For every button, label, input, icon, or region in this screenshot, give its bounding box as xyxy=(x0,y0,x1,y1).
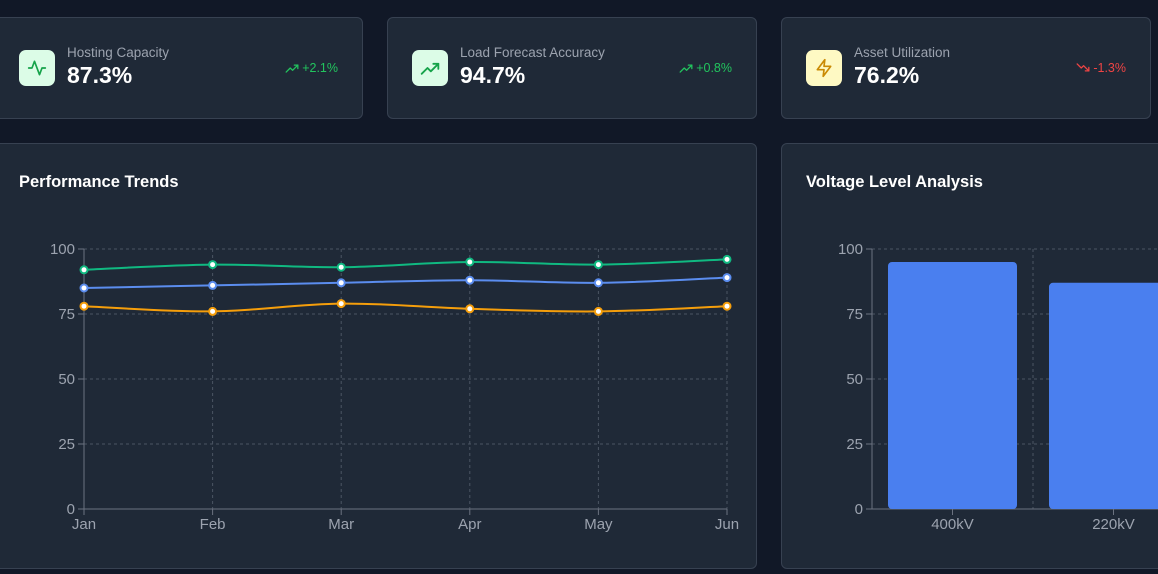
data-point-series-blue xyxy=(79,283,89,293)
trending-up-icon xyxy=(420,62,440,75)
panel-title: Performance Trends xyxy=(19,173,179,191)
data-point-series-orange xyxy=(593,306,603,316)
kpi-icon-box xyxy=(19,50,55,86)
kpi-value: 94.7% xyxy=(460,62,526,88)
y-tick-label: 0 xyxy=(67,501,75,518)
kpi-card-hosting-capacity: Hosting Capacity 87.3% +2.1% xyxy=(0,17,363,119)
kpi-icon-box xyxy=(806,50,842,86)
series-line-series-green xyxy=(83,258,728,271)
x-tick-label: Jan xyxy=(72,516,96,533)
bar-400kV xyxy=(888,262,1017,509)
data-point-series-blue xyxy=(593,278,603,288)
x-tick-label: Feb xyxy=(200,516,226,533)
kpi-change: -1.3% xyxy=(1076,61,1126,75)
bar-220kV xyxy=(1049,282,1158,509)
data-point-series-green xyxy=(593,260,603,270)
x-tick-label: Jun xyxy=(715,516,739,533)
kpi-icon-box xyxy=(412,50,448,86)
x-tick-label: 220kV xyxy=(1092,516,1135,533)
performance-line-chart: 0 25 50 75 100 Jan Feb Mar Apr May Jun xyxy=(50,241,739,533)
y-tick-label: 100 xyxy=(838,241,863,258)
series-line-series-blue xyxy=(83,276,728,289)
panel-title: Voltage Level Analysis xyxy=(806,173,983,191)
data-point-series-green xyxy=(722,254,732,264)
performance-trends-panel: Performance Trends 0 25 50 75 100 Jan Feb Mar Ap… xyxy=(0,143,757,569)
data-point-series-green xyxy=(208,260,218,270)
y-tick-label: 25 xyxy=(58,436,75,453)
data-point-series-green xyxy=(465,257,475,267)
kpi-label: Load Forecast Accuracy xyxy=(460,45,605,60)
y-tick-label: 0 xyxy=(855,501,863,518)
kpi-change-value: +2.1% xyxy=(302,61,338,75)
y-tick-label: 50 xyxy=(846,371,863,388)
data-point-series-blue xyxy=(208,280,218,290)
kpi-label: Hosting Capacity xyxy=(67,45,170,60)
trending-up-icon xyxy=(679,64,693,73)
kpi-card-load-forecast-accuracy: Load Forecast Accuracy 94.7% +0.8% xyxy=(387,17,757,119)
y-tick-label: 75 xyxy=(58,306,75,323)
data-point-series-orange xyxy=(465,304,475,314)
data-point-series-blue xyxy=(722,273,732,283)
trending-up-icon xyxy=(285,64,299,73)
data-point-series-green xyxy=(79,265,89,275)
y-tick-label: 100 xyxy=(50,241,75,258)
kpi-change: +2.1% xyxy=(285,61,338,75)
kpi-card-asset-utilization: Asset Utilization 76.2% -1.3% xyxy=(781,17,1151,119)
series-line-series-orange xyxy=(83,302,728,313)
trending-down-icon xyxy=(1076,63,1090,72)
kpi-value: 76.2% xyxy=(854,62,920,88)
data-point-series-orange xyxy=(722,301,732,311)
y-tick-label: 25 xyxy=(846,436,863,453)
x-tick-label: 400kV xyxy=(931,516,974,533)
x-tick-label: Apr xyxy=(458,516,481,533)
data-point-series-blue xyxy=(465,275,475,285)
voltage-bar-chart: 0 25 50 75 100 400kV 220kV xyxy=(838,241,1158,533)
kpi-label: Asset Utilization xyxy=(854,45,951,60)
y-tick-label: 50 xyxy=(58,371,75,388)
kpi-change: +0.8% xyxy=(679,61,732,75)
data-point-series-orange xyxy=(208,306,218,316)
zap-icon xyxy=(816,58,832,78)
data-point-series-orange xyxy=(336,299,346,309)
data-point-series-blue xyxy=(336,278,346,288)
kpi-change-value: -1.3% xyxy=(1093,61,1126,75)
x-tick-label: May xyxy=(584,516,613,533)
y-tick-label: 75 xyxy=(846,306,863,323)
kpi-value: 87.3% xyxy=(67,62,133,88)
data-point-series-green xyxy=(336,262,346,272)
x-tick-label: Mar xyxy=(328,516,354,533)
voltage-level-analysis-panel: Voltage Level Analysis 0 25 50 75 100 400kV 22… xyxy=(781,143,1158,569)
activity-icon xyxy=(27,60,47,76)
kpi-change-value: +0.8% xyxy=(696,61,732,75)
data-point-series-orange xyxy=(79,301,89,311)
